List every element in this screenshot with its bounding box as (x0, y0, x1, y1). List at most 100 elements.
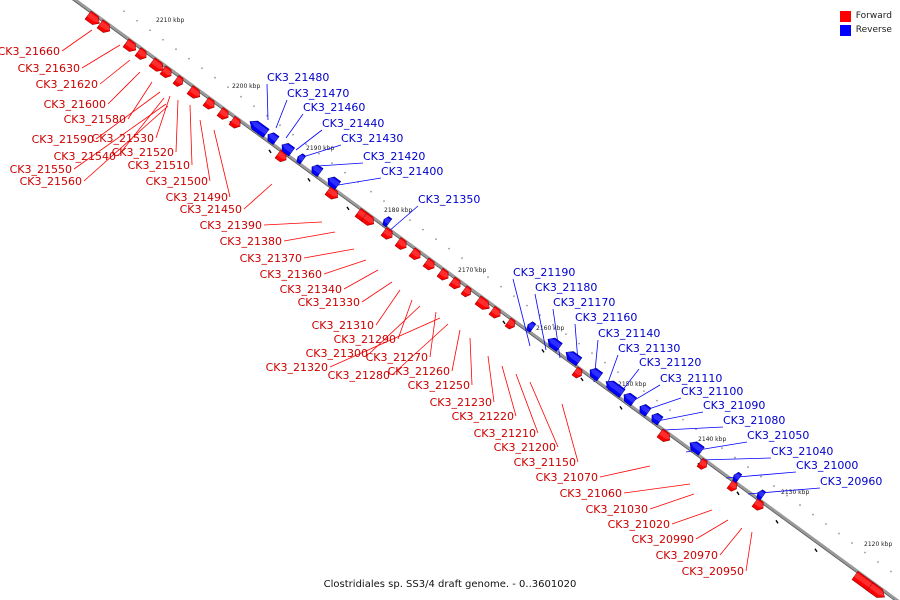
forward-gene-label: CK3_20970 (656, 549, 718, 562)
forward-gene-arrow (436, 267, 449, 281)
major-tick-mark (580, 377, 584, 382)
leader-layer (61, 29, 821, 572)
forward-gene-arrow (360, 212, 375, 226)
gene-highlight (507, 319, 516, 327)
minor-tick-dot (266, 114, 268, 117)
forward-leader-line (61, 29, 93, 52)
forward-gene-arrow (148, 57, 164, 72)
forward-gene-label: CK3_21530 (92, 132, 154, 145)
reverse-gene-4 (311, 164, 324, 178)
gene-highlight (734, 473, 741, 480)
gene-highlight (384, 217, 391, 225)
forward-gene-arrow (504, 317, 516, 330)
reverse-gene-3 (296, 153, 307, 165)
reverse-gene-9 (565, 351, 583, 367)
reverse-gene-7 (526, 321, 537, 333)
forward-gene-label: CK3_20950 (682, 565, 744, 578)
gene-highlight (548, 338, 562, 349)
gene-highlight (87, 12, 100, 23)
forward-leader-line (81, 44, 121, 69)
scale-tick-label: 2190 kbp (306, 145, 334, 152)
forward-gene-4 (148, 57, 164, 72)
reverse-leader-line (331, 177, 382, 187)
reverse-gene-arrow (756, 489, 767, 501)
gene-highlight (298, 154, 305, 162)
gene-highlight (451, 278, 461, 287)
gene-highlight (125, 40, 137, 50)
forward-gene-29 (751, 497, 764, 511)
reverse-leader-line (663, 426, 724, 431)
reverse-gene-label: CK3_21090 (703, 399, 765, 412)
reverse-gene-label: CK3_21140 (598, 327, 660, 340)
major-tick-mark (775, 519, 779, 524)
forward-swatch (839, 10, 851, 22)
gene-highlight (151, 59, 164, 70)
forward-gene-arrow (460, 285, 472, 298)
forward-gene-label: CK3_21260 (388, 365, 450, 378)
forward-gene-6 (172, 74, 184, 87)
scale-tick-label: 2140 kbp (698, 436, 726, 443)
forward-gene-label: CK3_21320 (266, 361, 328, 374)
forward-leader-line (343, 269, 379, 290)
forward-gene-label: CK3_21490 (166, 191, 228, 204)
forward-gene-arrow (726, 479, 738, 492)
reverse-leader-line (534, 293, 547, 351)
forward-leader-line (623, 483, 691, 494)
scale-tick-label: 2170 kbp (458, 267, 486, 274)
forward-gene-arrow (571, 366, 583, 379)
minor-tick-dot (565, 333, 567, 336)
forward-leader-line (529, 381, 559, 448)
gene-highlight (640, 405, 651, 414)
forward-gene-label: CK3_21330 (298, 296, 360, 309)
reverse-gene-arrow (651, 412, 664, 426)
minor-tick-dot (201, 67, 203, 70)
forward-gene-label: CK3_21390 (200, 219, 262, 232)
forward-gene-label: CK3_21560 (20, 175, 82, 188)
reverse-gene-arrow (547, 337, 563, 352)
legend-forward: Forward (839, 9, 892, 23)
forward-gene-label: CK3_21660 (0, 45, 60, 58)
gene-highlight (250, 120, 269, 135)
reverse-gene-label: CK3_21460 (303, 101, 365, 114)
forward-gene-label: CK3_21600 (44, 98, 106, 111)
forward-gene-label: CK3_21220 (452, 410, 514, 423)
forward-leader-line (515, 373, 539, 434)
scale-tick-label: 2210 kbp (156, 17, 184, 24)
forward-gene-label: CK3_21500 (146, 175, 208, 188)
forward-gene-label: CK3_21060 (560, 487, 622, 500)
forward-leader-line (375, 289, 401, 326)
forward-leader-line (117, 97, 165, 157)
reverse-gene-12 (623, 392, 638, 407)
reverse-gene-11 (605, 380, 626, 398)
gene-highlight (652, 414, 663, 423)
forward-gene-arrow (394, 237, 407, 250)
forward-leader-line (391, 323, 449, 376)
gene-highlight (606, 380, 625, 395)
gene-highlight (268, 133, 279, 142)
minor-tick-dot (643, 390, 645, 393)
minor-tick-dot (383, 200, 385, 203)
minor-tick-dot (214, 76, 216, 79)
forward-leader-line (323, 259, 367, 275)
minor-tick-dot (630, 380, 632, 383)
gene-highlight (425, 259, 435, 268)
legend-reverse: Reverse (839, 23, 892, 37)
forward-gene-arrow (96, 19, 111, 33)
forward-gene-label: CK3_21450 (180, 203, 242, 216)
forward-leader-line (213, 129, 231, 198)
forward-leader-line (303, 248, 355, 259)
gene-highlight (659, 430, 671, 440)
reverse-gene-arrow (311, 164, 324, 178)
forward-leader-line (95, 91, 161, 140)
forward-gene-19 (436, 267, 449, 281)
reverse-gene-arrow (296, 153, 307, 165)
gene-highlight (590, 369, 602, 379)
forward-gene-label: CK3_21550 (10, 163, 72, 176)
minor-tick-dot (474, 266, 476, 269)
gene-highlight (397, 238, 407, 247)
reverse-gene-label: CK3_21190 (513, 266, 575, 279)
minor-tick-dot (188, 57, 190, 60)
forward-gene-label: CK3_21290 (334, 333, 396, 346)
reverse-gene-label: CK3_21100 (681, 385, 743, 398)
forward-gene-label: CK3_21200 (494, 441, 556, 454)
